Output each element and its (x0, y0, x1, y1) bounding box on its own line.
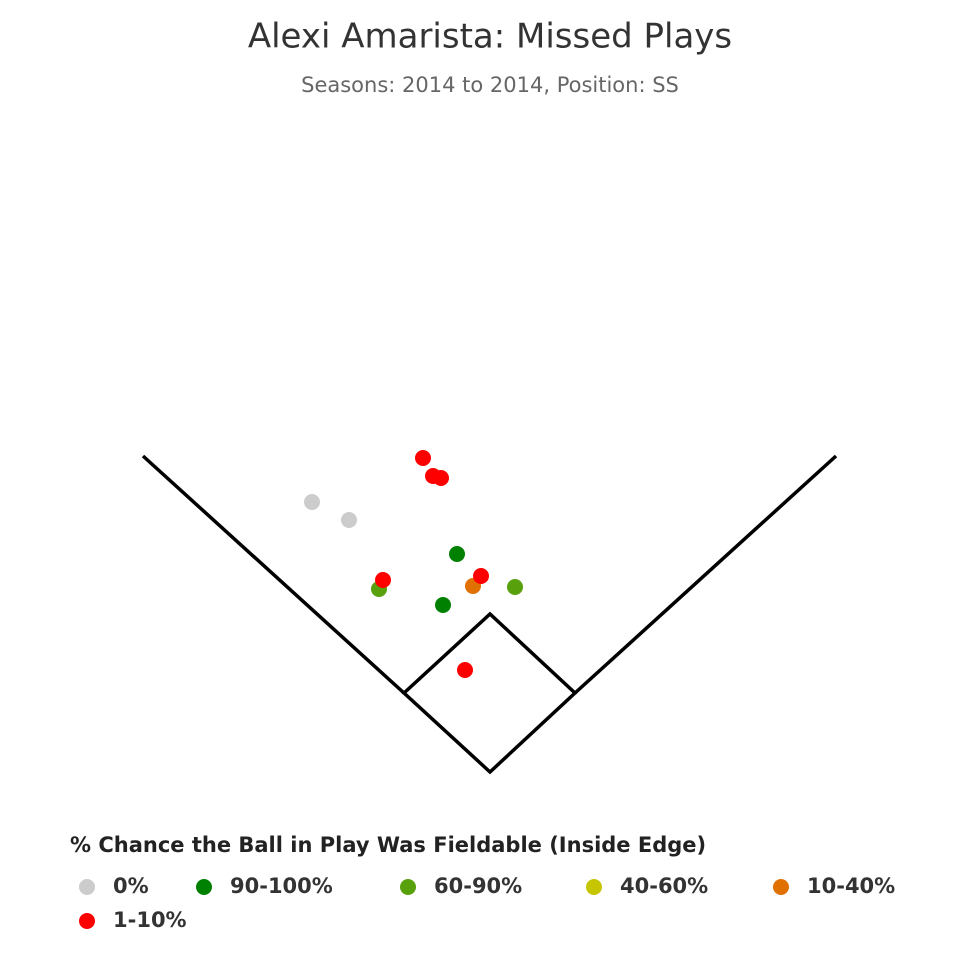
chart-title: Alexi Amarista: Missed Plays (248, 17, 732, 57)
point (507, 579, 523, 595)
point (341, 512, 357, 528)
legend-label: 1-10% (113, 908, 187, 932)
field (141, 454, 838, 775)
legend-marker (196, 879, 212, 895)
point (473, 568, 489, 584)
legend-marker (586, 879, 602, 895)
point (304, 494, 320, 510)
chart-subtitle: Seasons: 2014 to 2014, Position: SS (301, 73, 679, 97)
legend-title: % Chance the Ball in Play Was Fieldable … (70, 833, 706, 857)
legend-marker (79, 879, 95, 895)
legend-marker (400, 879, 416, 895)
right-foul-line (573, 454, 838, 695)
legend-label: 60-90% (434, 874, 522, 898)
infield-diamond (401, 611, 578, 775)
point (449, 546, 465, 562)
legend-label: 0% (113, 874, 149, 898)
point (415, 450, 431, 466)
legend-label: 90-100% (230, 874, 333, 898)
legend-marker (79, 913, 95, 929)
legend-label: 40-60% (620, 874, 708, 898)
point (375, 572, 391, 588)
point (433, 470, 449, 486)
left-foul-line (141, 454, 406, 695)
point (457, 662, 473, 678)
legend-label: 10-40% (807, 874, 895, 898)
legend-marker (773, 879, 789, 895)
point (435, 597, 451, 613)
